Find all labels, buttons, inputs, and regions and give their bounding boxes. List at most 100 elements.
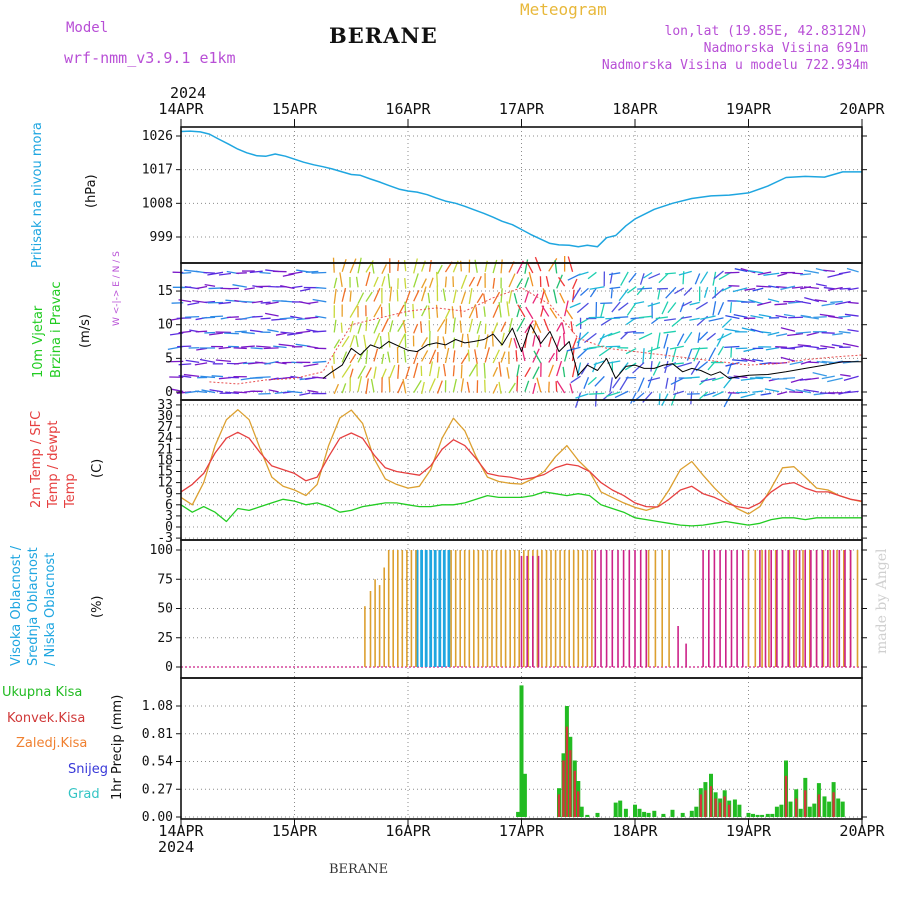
wind-vector-mark <box>677 361 692 368</box>
cloud-bar <box>527 550 530 667</box>
wind-vector-mark <box>466 333 470 348</box>
wind-vector-mark <box>260 301 271 304</box>
precip-total-bar <box>613 802 618 817</box>
cloud-bar <box>526 555 528 667</box>
wind-vector-mark <box>647 376 653 389</box>
wind-vector-mark <box>625 347 637 355</box>
wind-vector-mark <box>827 377 843 383</box>
precip-total-bar <box>770 813 775 817</box>
wind-vector-mark <box>548 336 552 347</box>
wind-vector-mark <box>768 285 780 289</box>
wind-vector-mark <box>712 376 724 382</box>
wind-vector-mark <box>476 275 482 287</box>
wind-vector-mark <box>536 377 542 393</box>
cloud-bar <box>802 550 804 667</box>
wind-vector-mark <box>713 270 724 280</box>
wind-vector-mark <box>403 349 407 363</box>
wind-vector-mark <box>637 287 653 290</box>
y-tick-label: 33 <box>157 398 173 413</box>
wind-vector-mark <box>224 332 239 335</box>
wind-vector-mark <box>349 334 355 348</box>
cloud-bar <box>836 550 838 667</box>
wind-vector-mark <box>554 260 558 274</box>
y-tick-label: 1017 <box>142 163 173 178</box>
wind-vector-mark <box>244 287 255 291</box>
footer-title: BERANE <box>329 862 389 877</box>
cloud-bar <box>645 550 648 667</box>
wind-vector-mark <box>332 257 335 273</box>
wind-vector-mark <box>744 287 756 291</box>
wind-vector-mark <box>717 332 732 341</box>
y-tick-label: 1008 <box>142 196 173 211</box>
cloud-bar <box>844 550 846 667</box>
station-title: BERANE <box>329 23 438 48</box>
wind-vector-mark <box>830 300 843 304</box>
wind-vector-mark <box>775 314 788 319</box>
wind-vector-mark <box>553 289 558 304</box>
wind-vector-mark <box>304 316 319 320</box>
precip-convective-bar <box>569 750 572 817</box>
wind-vector-mark <box>413 362 419 379</box>
time-tick-label-bottom: 17APR <box>499 822 545 840</box>
wind-vector-mark <box>607 360 621 364</box>
wind-vector-mark <box>403 260 407 272</box>
wind-vector-mark <box>806 331 820 337</box>
wind-vector-mark <box>349 303 359 318</box>
wind-vector-mark <box>652 361 661 376</box>
wind-vector-mark <box>673 390 684 396</box>
wind-vector-mark <box>183 373 200 378</box>
y-tick-label: 21 <box>157 442 173 457</box>
wind-vector-mark <box>679 302 685 313</box>
wind-vector-mark <box>706 332 716 341</box>
wind-vector-mark <box>436 271 439 287</box>
wind-vector-mark <box>730 346 733 358</box>
wind-vector-mark <box>549 307 558 319</box>
cloud-bar <box>725 550 727 667</box>
wind-vector-mark <box>444 318 448 335</box>
wind-vector-mark <box>215 359 231 363</box>
wind-vector-mark <box>341 259 347 273</box>
cloud-bar <box>856 550 859 667</box>
wind-vector-mark <box>467 349 470 362</box>
wind-vector-mark <box>421 278 427 289</box>
wind-vector-mark <box>381 318 389 333</box>
cloud-bar <box>563 550 566 667</box>
2m-temp-line <box>180 431 863 510</box>
wind-vector-mark <box>500 321 507 332</box>
wind-vector-mark <box>279 317 295 320</box>
wind-vector-mark <box>721 285 732 292</box>
precip-total-bar <box>642 811 647 817</box>
precip-total-bar <box>652 810 657 817</box>
cloud-bar <box>719 550 721 667</box>
wind-vector-mark <box>558 276 566 287</box>
wind-vector-mark <box>365 367 372 378</box>
wind-vector-mark <box>333 277 338 289</box>
cloud-bar <box>482 550 484 667</box>
wind-vector-mark <box>816 347 827 350</box>
wind-vector-mark <box>476 335 480 348</box>
wind-vector-mark <box>420 286 427 302</box>
wind-vector-mark <box>609 286 621 290</box>
wind-vector-mark <box>556 360 563 377</box>
precip-convective-bar <box>804 790 807 817</box>
cloud-bar <box>536 550 539 667</box>
wind-vector-mark <box>251 300 263 304</box>
wind-vector-mark <box>842 342 859 348</box>
precip-total-bar <box>755 814 760 817</box>
cloud-bar <box>468 550 471 667</box>
wind-vector-mark <box>732 287 748 293</box>
wind-vector-mark <box>365 271 371 287</box>
wind-vector-mark <box>404 333 407 348</box>
wind-vector-mark <box>620 331 629 340</box>
wind-vector-mark <box>299 288 311 292</box>
wind-vector-mark <box>524 320 534 334</box>
wind-vector-mark <box>583 377 590 389</box>
wind-vector-mark <box>847 301 859 304</box>
wind-vector-mark <box>195 390 208 394</box>
wind-vector-mark <box>816 360 827 364</box>
cloud-bar <box>781 550 784 667</box>
cloud-bar <box>387 550 390 667</box>
wind-vector-mark <box>821 375 835 380</box>
pressure-line <box>180 130 862 248</box>
